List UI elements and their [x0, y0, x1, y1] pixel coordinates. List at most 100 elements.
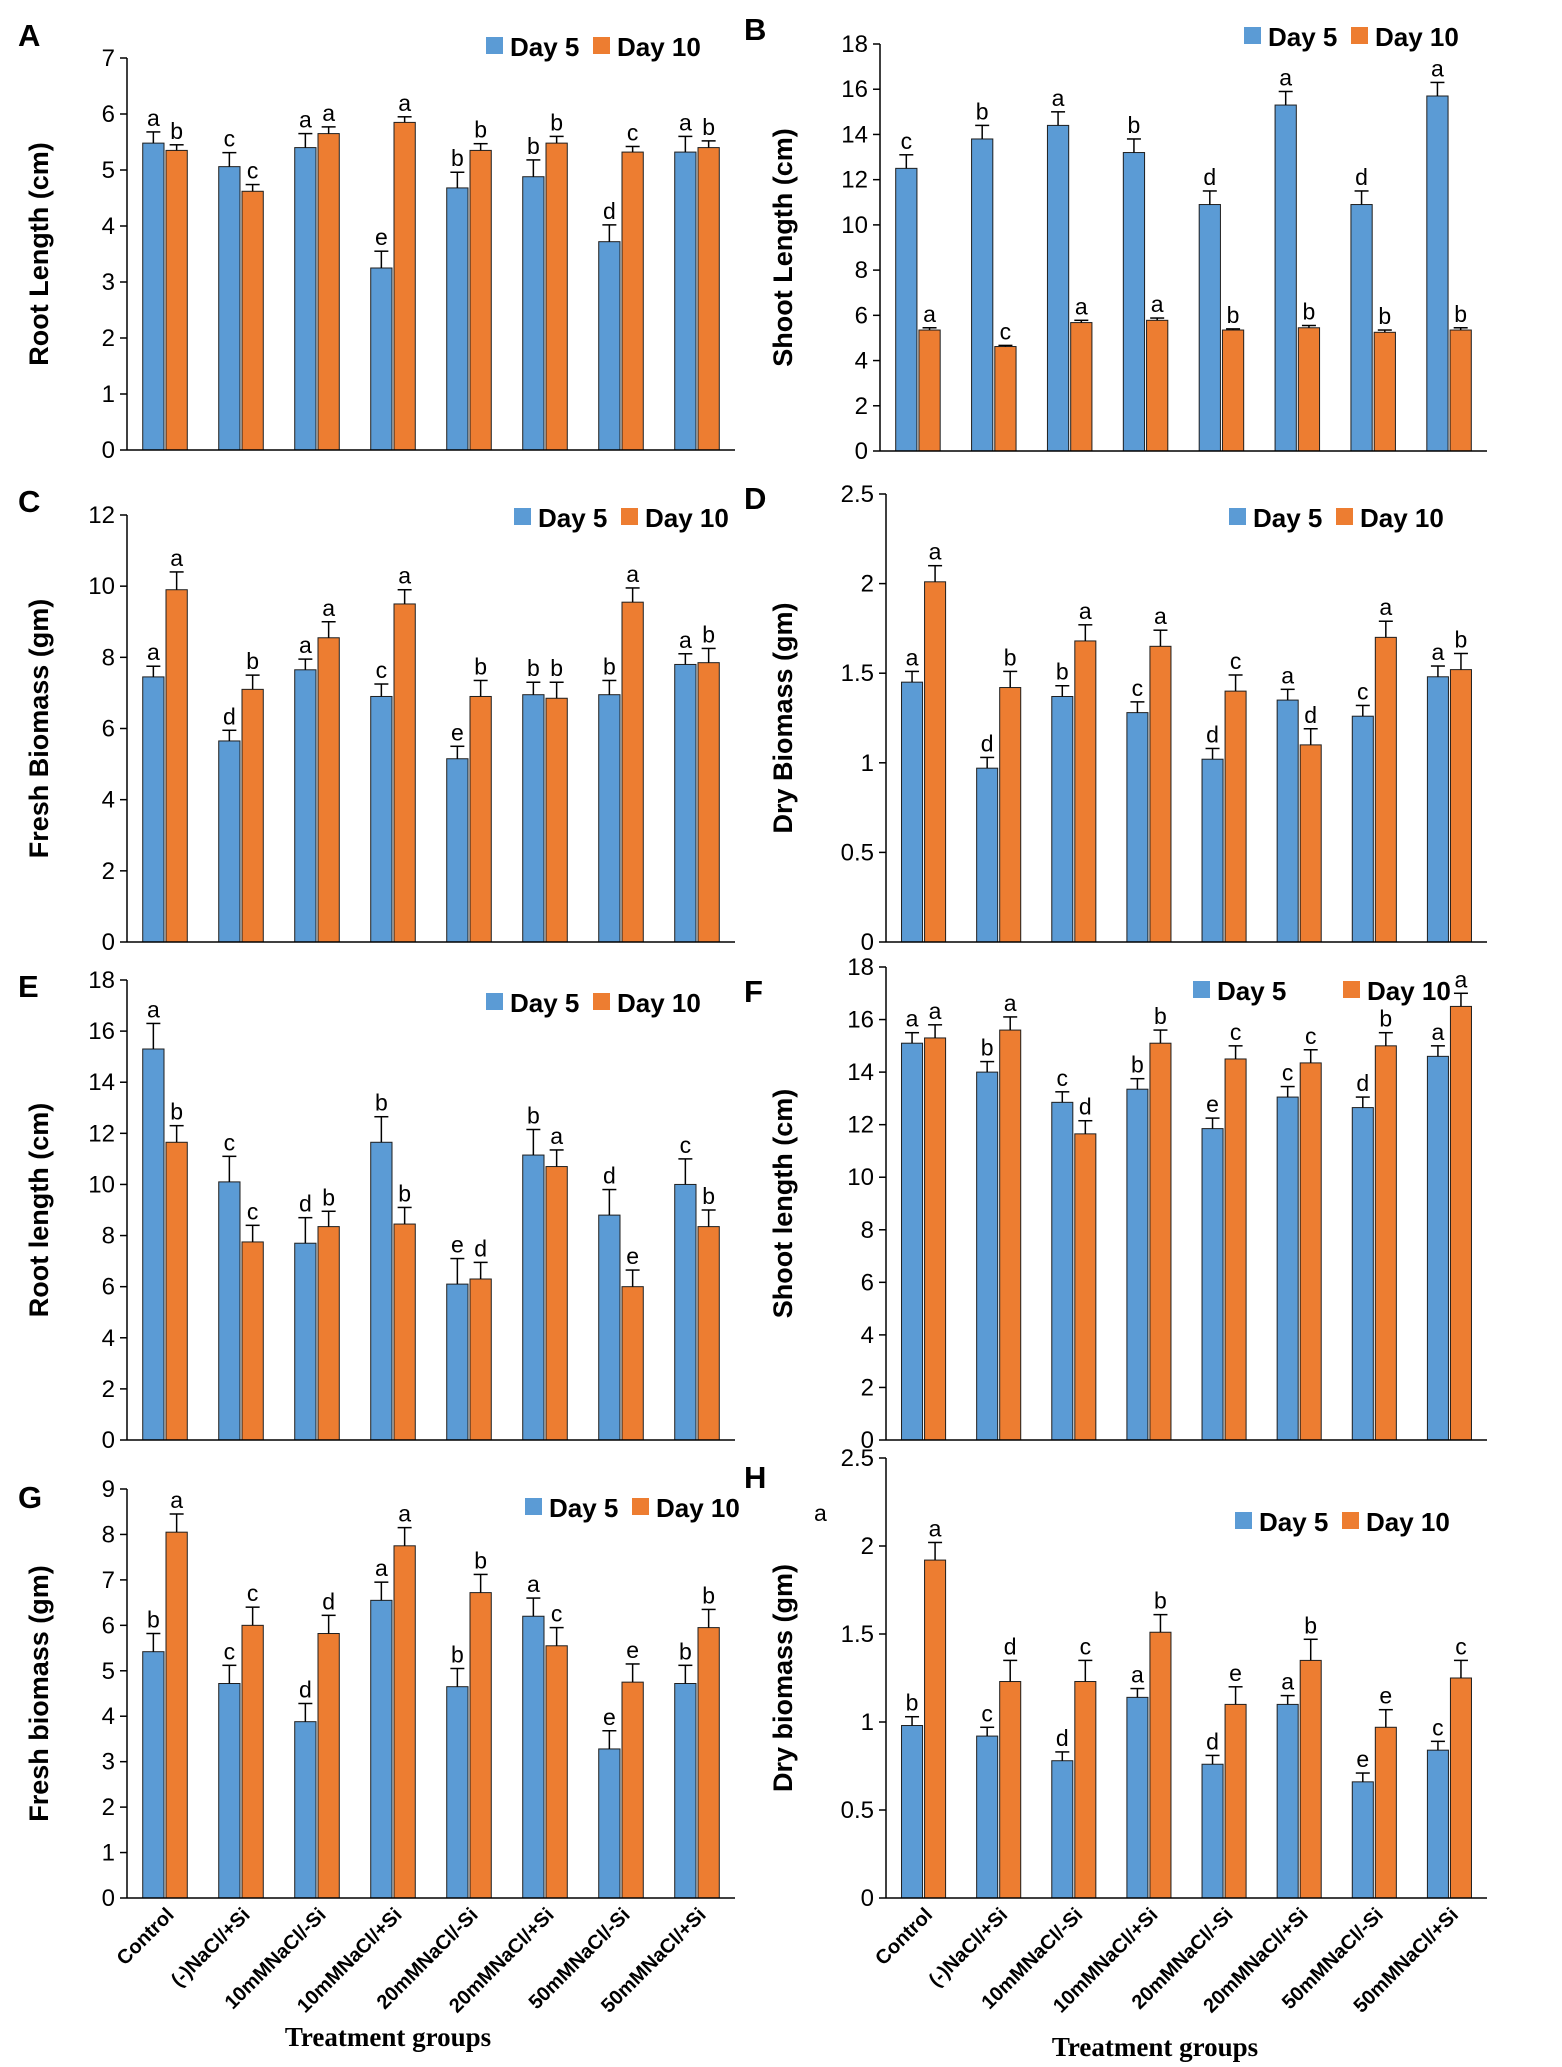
significance-letter: c [1432, 1714, 1444, 1740]
significance-letter: a [299, 632, 312, 658]
significance-letter: b [322, 1184, 335, 1210]
significance-letter: e [603, 1704, 616, 1730]
significance-letter: a [1432, 639, 1445, 665]
significance-letter: e [626, 1243, 639, 1269]
bar-day10 [1373, 331, 1396, 452]
bar-day5 [674, 663, 697, 943]
significance-letter: d [1056, 1725, 1069, 1751]
bar-day5 [976, 767, 999, 943]
significance-letter: c [247, 1580, 259, 1606]
bar-day10 [1146, 319, 1169, 452]
significance-letter: a [550, 1123, 563, 1149]
legend: Day 5 Day 10 [525, 1493, 740, 1523]
significance-letter: c [1230, 1019, 1242, 1045]
bar-day10 [545, 142, 568, 451]
legend: Day 5 Day 10 [486, 32, 701, 62]
significance-letter: e [451, 1232, 464, 1258]
significance-letter: c [551, 1601, 563, 1627]
bar-day10 [697, 147, 720, 451]
bar-day5 [1046, 124, 1070, 452]
legend-label-day10: Day 10 [1367, 976, 1451, 1006]
y-tick-label: 7 [102, 45, 115, 72]
y-tick-label: 12 [88, 502, 115, 529]
bar-day10 [241, 1624, 264, 1899]
y-tick-label: 18 [841, 31, 868, 58]
legend-label-day5: Day 5 [538, 503, 607, 533]
significance-letter: a [398, 563, 411, 589]
bar-day10 [1070, 322, 1093, 452]
significance-letter: d [1356, 1070, 1369, 1096]
y-tick-label: 5 [102, 157, 115, 184]
bar-day5 [674, 151, 697, 451]
significance-letter: a [398, 90, 411, 116]
y-tick-label: 1 [861, 1709, 874, 1736]
significance-letter: b [1227, 302, 1240, 328]
y-tick-label: 10 [841, 212, 868, 239]
bar-day5 [1051, 1101, 1074, 1441]
significance-letter: e [1206, 1091, 1219, 1117]
significance-letter: b [1304, 1612, 1317, 1638]
bar-day5 [1351, 1107, 1374, 1441]
significance-letter: a [1379, 594, 1392, 620]
bar-day5 [1276, 699, 1299, 943]
legend: Day 5 Day 10 [486, 988, 701, 1018]
bar-day5 [598, 241, 621, 451]
legend-swatch-day10 [1351, 27, 1368, 44]
y-tick-label: 10 [847, 1164, 874, 1191]
significance-letter: b [906, 1690, 919, 1716]
x-axis-title: Treatment groups [1052, 2032, 1258, 2062]
y-tick-label: 0 [861, 929, 874, 956]
y-tick-label: 3 [102, 269, 115, 296]
significance-letter: e [1229, 1660, 1242, 1686]
bar-day10 [697, 1627, 720, 1899]
significance-letter: b [702, 621, 715, 647]
significance-letter: c [1057, 1065, 1069, 1091]
bar-day10 [317, 1633, 340, 1899]
bar-day5 [674, 1683, 697, 1899]
y-axis-label: Fresh Biomass (gm) [24, 599, 54, 859]
legend-swatch-day10 [593, 993, 610, 1010]
y-tick-label: 0 [102, 1885, 115, 1912]
significance-letter: b [398, 1180, 411, 1206]
y-tick-label: 6 [102, 1274, 115, 1301]
y-tick-label: 8 [102, 1223, 115, 1250]
legend-swatch-day10 [621, 508, 638, 525]
significance-letter: c [901, 128, 913, 154]
bar-day5 [1122, 152, 1146, 452]
significance-letter: b [702, 114, 715, 140]
y-tick-label: 2 [102, 858, 115, 885]
legend-swatch-day5 [486, 37, 503, 54]
significance-letter: a [923, 301, 936, 327]
significance-letter: c [224, 126, 236, 152]
bar-day5 [1276, 1703, 1299, 1899]
y-tick-label: 0 [855, 438, 868, 465]
bar-day10 [999, 1029, 1022, 1441]
y-tick-label: 2 [861, 1533, 874, 1560]
y-tick-label: 16 [841, 76, 868, 103]
category-label: Control [871, 1904, 937, 1970]
y-axis-label: Dry biomass (gm) [768, 1564, 798, 1792]
legend-swatch-day5 [1235, 1512, 1252, 1529]
legend-label-day10: Day 10 [656, 1493, 740, 1523]
bar-day5 [1426, 1055, 1449, 1441]
y-tick-label: 2 [102, 1794, 115, 1821]
significance-letter: a [626, 561, 639, 587]
bar-day5 [901, 1725, 924, 1899]
bar-day10 [1449, 1677, 1472, 1899]
bar-day10 [1374, 1726, 1397, 1899]
significance-letter: e [451, 719, 464, 745]
bar-day5 [370, 695, 393, 943]
legend-label-day5: Day 5 [1217, 976, 1286, 1006]
significance-letter: a [1279, 64, 1292, 90]
y-tick-label: 10 [88, 1171, 115, 1198]
significance-letter: a [1075, 293, 1088, 319]
y-tick-label: 2.5 [841, 481, 874, 508]
significance-letter: a [170, 1487, 183, 1513]
y-tick-label: 0 [861, 1885, 874, 1912]
y-tick-label: 12 [847, 1112, 874, 1139]
legend-swatch-day5 [1193, 981, 1210, 998]
bar-day10 [469, 149, 492, 451]
significance-letter: b [1128, 112, 1141, 138]
legend-swatch-day5 [486, 993, 503, 1010]
